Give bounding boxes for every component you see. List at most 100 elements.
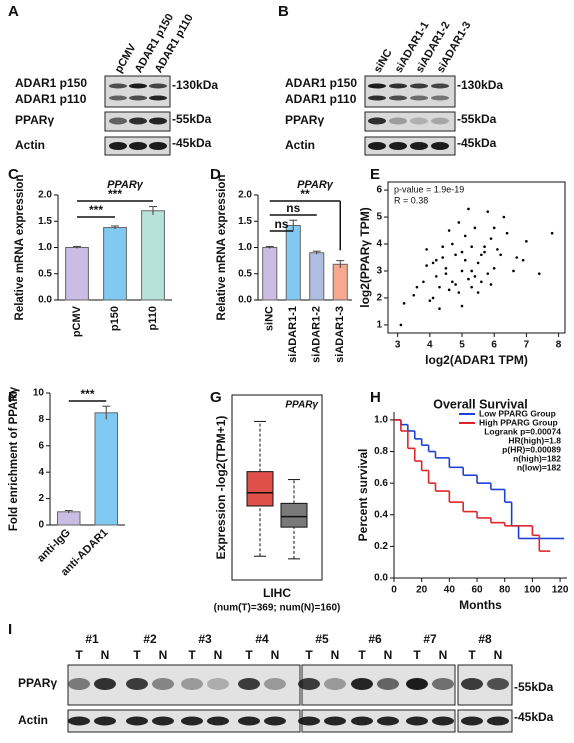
blot-band xyxy=(377,716,399,726)
plot-frame xyxy=(387,181,566,334)
y-tick-label: 6 xyxy=(38,440,44,451)
y-tick-label: 8 xyxy=(38,414,44,425)
blot-band xyxy=(461,678,483,690)
panel-label: A xyxy=(8,3,19,20)
chart-title: PPARγ xyxy=(285,400,319,411)
scatter-point xyxy=(434,275,438,278)
annotation: p-value = 1.9e-19 xyxy=(394,184,464,194)
scatter-point xyxy=(470,285,473,289)
scatter-point xyxy=(496,248,499,251)
blot-band xyxy=(129,95,147,101)
y-tick-label: 0.5 xyxy=(38,268,52,279)
box xyxy=(246,471,274,507)
x-tick-label: 100 xyxy=(524,585,541,596)
y-tick-label: 1.0 xyxy=(238,242,252,253)
x-tick-label: siADAR1-3 xyxy=(334,306,346,363)
x-tick-label: 5 xyxy=(459,340,465,351)
blot-band xyxy=(129,83,147,89)
blot-band xyxy=(351,678,373,690)
lane-label: T xyxy=(413,648,421,662)
y-axis-label: Relative mRNA expression xyxy=(216,175,228,321)
blot-frame xyxy=(364,111,456,132)
lane-label: N xyxy=(159,648,168,662)
blot-band xyxy=(368,95,386,101)
y-tick-label: 2 xyxy=(376,293,382,304)
chart-title: Overall Survival xyxy=(433,397,528,411)
row-label: Actin xyxy=(18,713,48,727)
patient-label: #4 xyxy=(255,632,269,646)
x-tick-label: p110 xyxy=(147,306,159,330)
scatter-point xyxy=(457,221,461,224)
blot-band xyxy=(432,716,454,726)
significance-label: *** xyxy=(80,387,94,401)
scatter-point xyxy=(431,296,435,300)
scatter-point xyxy=(460,269,464,273)
y-tick-label: 4 xyxy=(38,467,44,478)
panel-label: B xyxy=(278,3,289,20)
row-label: ADAR1 p150 xyxy=(285,76,357,90)
subtitle: (num(T)=369; num(N)=160) xyxy=(214,603,341,614)
scatter-point xyxy=(476,291,480,294)
x-axis-label: log2(ADAR1 TPM) xyxy=(425,353,528,367)
blot-band xyxy=(126,678,148,690)
y-tick-label: 0.0 xyxy=(238,295,252,306)
bar xyxy=(65,247,89,301)
blot-band xyxy=(368,83,386,89)
bar xyxy=(309,252,325,301)
scatter-point xyxy=(425,264,428,267)
significance-label: *** xyxy=(89,203,103,217)
blot-band xyxy=(129,117,147,125)
blot-band xyxy=(389,117,407,125)
scatter-point xyxy=(431,261,435,265)
x-tick-label: 40 xyxy=(444,585,456,596)
scatter-point xyxy=(537,272,541,275)
patient-label: #2 xyxy=(143,632,157,646)
x-tick-label: 120 xyxy=(552,585,569,596)
blot-band xyxy=(487,716,509,726)
x-tick-label: siADAR1-1 xyxy=(287,306,299,363)
scatter-point xyxy=(473,226,477,230)
y-tick-label: 0.4 xyxy=(374,509,388,520)
x-axis-label: LIHC xyxy=(263,586,291,600)
y-tick-label: 6 xyxy=(376,185,382,196)
scatter-point xyxy=(515,256,519,259)
lane-label: T xyxy=(188,648,196,662)
blot-band xyxy=(109,142,127,150)
panel-label: I xyxy=(8,621,12,638)
blot-band xyxy=(238,678,260,690)
blot-frame xyxy=(364,75,456,108)
scatter-point xyxy=(444,272,448,275)
patient-label: #1 xyxy=(85,632,99,646)
lane-label: N xyxy=(439,648,448,662)
annotation: p(HR)=0.00089 xyxy=(502,444,561,454)
scatter-point xyxy=(457,291,461,294)
size-label: -130kDa xyxy=(172,78,218,92)
scatter-point xyxy=(463,258,467,262)
blot-band xyxy=(264,678,286,690)
bar xyxy=(103,227,127,301)
scatter-point xyxy=(476,261,480,265)
y-tick-label: 0.6 xyxy=(374,478,388,489)
y-tick-label: 0.2 xyxy=(374,541,388,552)
blot-frame xyxy=(104,75,171,108)
lane-label: T xyxy=(358,648,366,662)
row-label: PPARγ xyxy=(18,676,57,690)
lane-label: T xyxy=(245,648,253,662)
lane-label: N xyxy=(494,648,503,662)
lane-label: siNC xyxy=(372,47,395,75)
blot-band xyxy=(149,117,167,125)
annotation: Logrank p=0.00074 xyxy=(484,426,561,436)
lane-label: T xyxy=(468,648,476,662)
blot-band xyxy=(129,142,147,150)
y-tick-label: 3 xyxy=(376,266,382,277)
box xyxy=(280,502,308,528)
row-label: ADAR1 p110 xyxy=(285,92,357,106)
x-axis-label: Months xyxy=(459,598,502,612)
y-tick-label: 1.5 xyxy=(38,216,52,227)
blot-band xyxy=(431,83,449,89)
scatter-point xyxy=(480,253,483,257)
panel-label: D xyxy=(210,166,221,183)
x-tick-label: 0 xyxy=(391,585,397,596)
size-label: -55kDa xyxy=(457,112,497,126)
significance-label: ** xyxy=(300,187,310,201)
